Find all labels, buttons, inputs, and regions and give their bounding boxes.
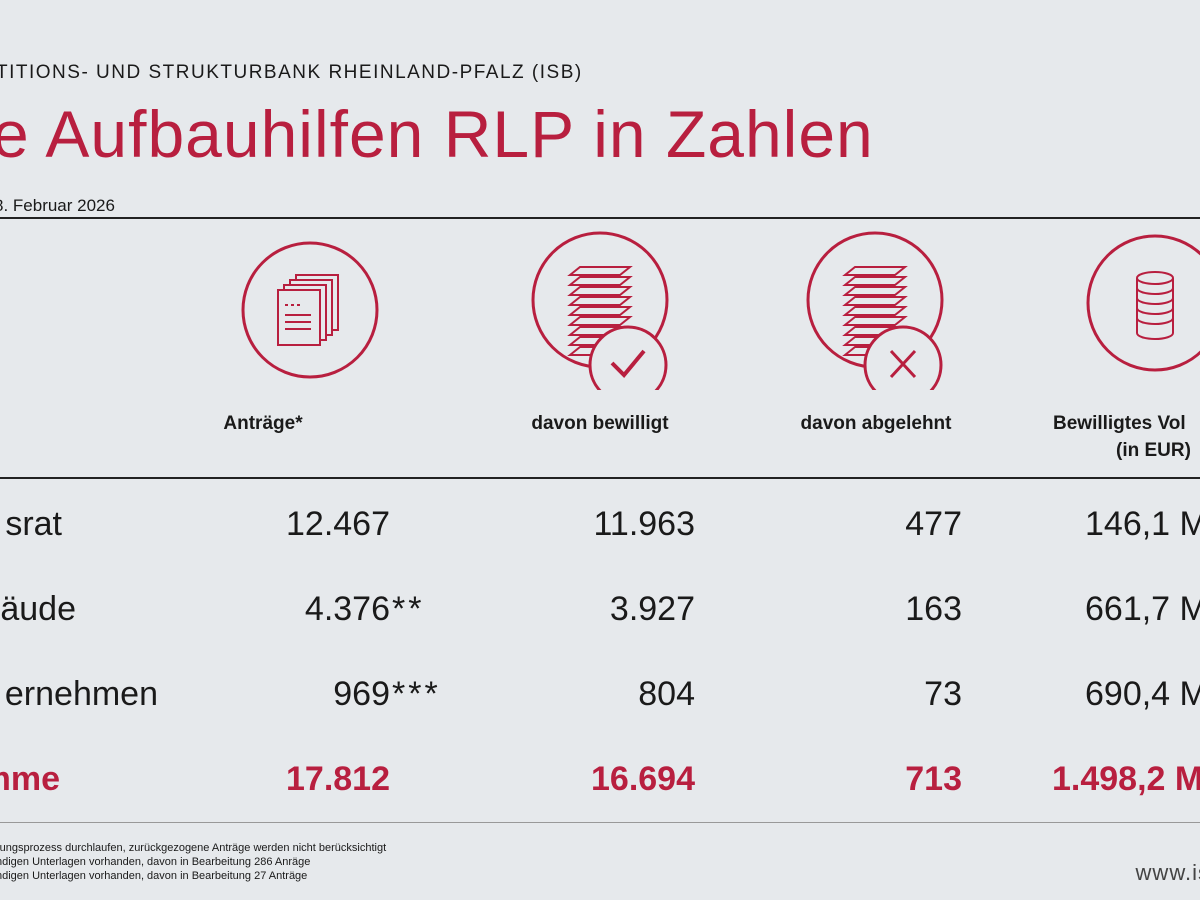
footnote: rungsprozess durchlaufen, zurückgezogene… (0, 842, 387, 854)
row-label: mme (0, 760, 60, 798)
divider (0, 477, 1200, 479)
cell-abgelehnt: 713 (905, 760, 962, 798)
footnote-marker: *** (392, 675, 441, 713)
footnote-marker: ** (392, 590, 425, 628)
website-link[interactable]: www.is (1135, 860, 1200, 885)
column-header-abgelehnt: davon abgelehnt (800, 413, 952, 434)
stack-x-icon (806, 231, 944, 390)
divider (0, 217, 1200, 219)
cell-bewilligt: 804 (638, 675, 695, 713)
divider (0, 822, 1200, 823)
cell-bewilligt: 3.927 (609, 590, 695, 628)
column-header-antraege: Anträge* (223, 413, 303, 434)
cell-antraege: 4.376 (304, 590, 390, 628)
row-label: srat (5, 505, 62, 543)
cell-abgelehnt: 477 (905, 505, 962, 543)
cell-abgelehnt: 163 (905, 590, 962, 628)
cell-bewilligt: 16.694 (591, 760, 695, 798)
cell-abgelehnt: 73 (924, 675, 962, 713)
date-label: 8. Februar 2026 (0, 196, 115, 215)
cell-antraege: 969 (333, 675, 390, 713)
column-header-bewilligt: davon bewilligt (531, 413, 669, 434)
cell-antraege: 12.467 (286, 505, 390, 543)
footnote: ndigen Unterlagen vorhanden, davon in Be… (0, 856, 311, 868)
cell-volumen: 146,1 M (1085, 505, 1200, 543)
cell-antraege: 17.812 (286, 760, 390, 798)
documents-icon (241, 241, 379, 379)
coins-icon (1086, 234, 1200, 372)
cell-volumen: 1.498,2 M (1052, 760, 1200, 798)
row-label: äude (0, 590, 76, 628)
column-header-volumen-unit: (in EUR) (1116, 440, 1191, 461)
stack-check-icon (531, 231, 669, 390)
cell-volumen: 661,7 M (1085, 590, 1200, 628)
organization-name: TITIONS- UND STRUKTURBANK RHEINLAND-PFAL… (0, 62, 583, 83)
row-label: ernehmen (4, 675, 158, 713)
cell-volumen: 690,4 M (1085, 675, 1200, 713)
cell-bewilligt: 11.963 (593, 505, 695, 543)
page-title: e Aufbauhilfen RLP in Zahlen (0, 97, 874, 171)
column-header-volumen: Bewilligtes Vol (1053, 413, 1186, 434)
footnote: ndigen Unterlagen vorhanden, davon in Be… (0, 870, 308, 882)
